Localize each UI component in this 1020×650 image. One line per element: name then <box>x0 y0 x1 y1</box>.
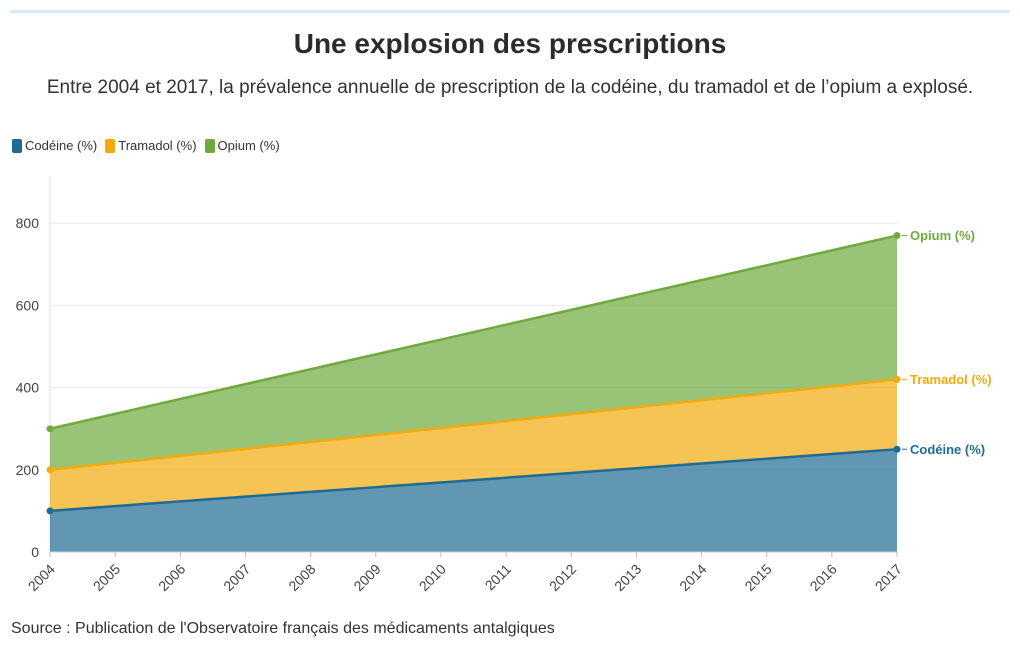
point-codeine-start <box>46 507 54 515</box>
legend-swatch-tramadol <box>105 138 116 153</box>
x-tick-label: 2006 <box>155 561 188 594</box>
stacked-area-chart: 0 200 400 600 800 Codéine (%) Tramadol (%) Opiu… <box>16 176 992 594</box>
x-tick-label: 2016 <box>807 561 840 594</box>
chart-subtitle: Entre 2004 et 2017, la prévalence annuel… <box>46 77 974 98</box>
x-tick-label: 2007 <box>220 561 253 594</box>
y-tick-label: 600 <box>16 297 40 313</box>
area-codeine <box>50 449 897 552</box>
legend-label-opium: Opium (%) <box>217 138 280 153</box>
chart-title: Une explosion des prescriptions <box>293 28 727 59</box>
legend-label-codeine: Codéine (%) <box>25 138 98 153</box>
source-note: Source : Publication de l'Observatoire f… <box>11 620 555 637</box>
x-tick-label: 2012 <box>546 561 579 594</box>
line-opium <box>49 234 898 430</box>
legend-item-opium[interactable]: Opium (%) <box>204 138 280 153</box>
legend-item-tramadol[interactable]: Tramadol (%) <box>105 138 197 153</box>
point-opium-end <box>893 232 901 240</box>
area-tramadol <box>50 379 897 511</box>
x-tick-label: 2017 <box>872 561 905 594</box>
x-tick-label: 2005 <box>90 561 123 594</box>
y-tick-label: 800 <box>16 215 40 231</box>
legend-swatch-codeine <box>12 138 22 153</box>
x-tick-label: 2010 <box>416 561 449 594</box>
line-tramadol <box>49 378 898 472</box>
legend-item-codeine[interactable]: Codéine (%) <box>12 138 97 153</box>
point-codeine-end <box>893 445 901 453</box>
y-tick-label: 400 <box>16 380 40 396</box>
x-tick-label: 2015 <box>741 561 774 594</box>
x-tick-label: 2011 <box>482 561 515 594</box>
area-opium <box>50 235 897 470</box>
point-tramadol-start <box>46 466 54 474</box>
legend: Codéine (%) Tramadol (%) Opium (%) <box>12 138 280 153</box>
point-tramadol-end <box>893 375 901 383</box>
legend-swatch-opium <box>204 138 215 153</box>
line-codeine <box>49 448 898 513</box>
end-label-opium: Opium (%) <box>910 228 975 243</box>
x-tick-label: 2014 <box>676 561 709 594</box>
x-tick-label: 2013 <box>611 561 644 594</box>
top-accent-bar <box>10 10 1010 13</box>
point-opium-start <box>46 425 54 433</box>
end-label-codeine: Codéine (%) <box>910 442 985 457</box>
x-tick-label: 2009 <box>350 561 383 594</box>
y-tick-label: 200 <box>16 462 40 478</box>
end-label-tramadol: Tramadol (%) <box>910 372 992 387</box>
y-tick-label: 0 <box>31 544 39 560</box>
x-tick-label: 2008 <box>285 561 318 594</box>
x-tick-label: 2004 <box>25 561 58 594</box>
legend-label-tramadol: Tramadol (%) <box>118 138 197 153</box>
